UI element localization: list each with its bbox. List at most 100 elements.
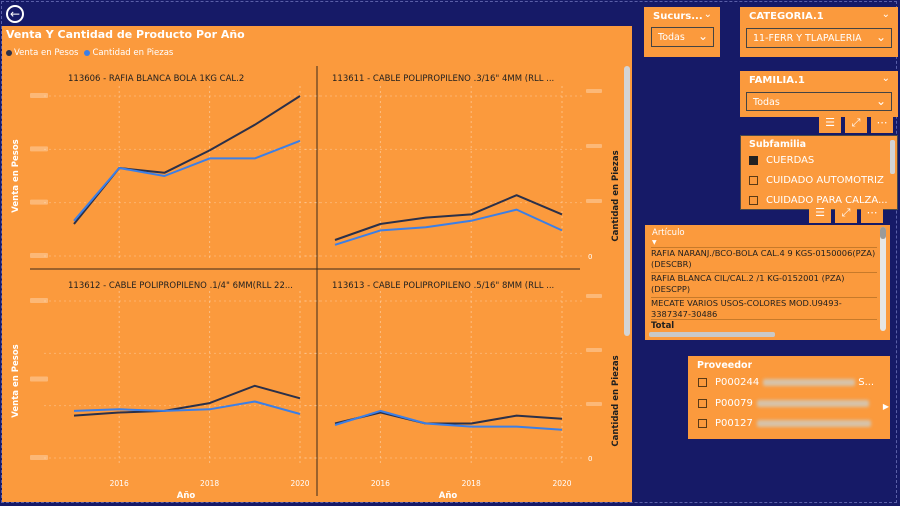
x-tick-label: 2016: [371, 479, 390, 488]
sucursal-slicer: Sucurs... ⌄ Todas ⌄: [644, 7, 720, 57]
more-options-icon[interactable]: ⋯: [861, 203, 883, 223]
legend-label-quantity: Cantidad en Piezas: [92, 48, 174, 58]
y-tick-label-blurred: [586, 199, 602, 203]
focus-mode-icon[interactable]: ⤢: [835, 203, 857, 223]
table-row[interactable]: RAFIA NARANJ./BCO-BOLA CAL.4 9 KGS-01500…: [651, 247, 877, 272]
small-multiples-line-chart[interactable]: Venta Y Cantidad de Producto Por Año Ven…: [2, 26, 632, 502]
chart-title: Venta Y Cantidad de Producto Por Año: [6, 28, 245, 41]
proveedor-item[interactable]: P000244 S...: [698, 377, 874, 388]
articulo-hscrollbar[interactable]: [649, 332, 775, 337]
subfamilia-item-label: CUIDADO AUTOMOTRIZ: [766, 175, 884, 186]
checkbox[interactable]: [749, 196, 758, 205]
chevron-down-icon: ⌄: [875, 30, 886, 44]
articulo-cell: RAFIA BLANCA CIL/CAL.2 /1 KG-0152001 (PZ…: [651, 273, 845, 294]
proveedor-item[interactable]: P00127: [698, 418, 871, 429]
x-tick-label: 2018: [200, 479, 219, 488]
familia-slicer: FAMILIA.1 ⌄ Todas ⌄: [740, 71, 898, 117]
familia-dropdown[interactable]: Todas ⌄: [746, 92, 892, 111]
x-tick-label: 2018: [462, 479, 481, 488]
proveedor-code: P00127: [715, 418, 753, 429]
series-line-venta: [73, 384, 301, 417]
x-tick-label: 2020: [290, 479, 309, 488]
chart-legend: Venta en Pesos Cantidad en Piezas: [6, 48, 173, 58]
proveedor-item[interactable]: P00079: [698, 398, 869, 409]
table-row[interactable]: MECATE VARIOS USOS-COLORES MOD.U9493-338…: [651, 297, 877, 320]
series-line-cantidad: [73, 400, 301, 415]
subfamilia-scrollbar[interactable]: [890, 140, 895, 174]
subfamilia-item-cuerdas[interactable]: CUERDAS: [749, 155, 814, 166]
filter-icon[interactable]: ☰: [809, 203, 831, 223]
articulo-vscrollbar-track[interactable]: [880, 227, 886, 331]
proveedor-slicer: Proveedor P000244 S... P00079 P00127 ▶: [688, 356, 890, 439]
panel-title: 113611 - CABLE POLIPROPILENO .3/16" 4MM …: [332, 74, 554, 84]
total-label: Total: [651, 321, 675, 331]
visual-header-toolbar: ☰ ⤢ ⋯: [819, 113, 893, 133]
table-row[interactable]: RAFIA BLANCA CIL/CAL.2 /1 KG-0152001 (PZ…: [651, 272, 877, 297]
checkbox[interactable]: [698, 419, 707, 428]
series-line-venta: [334, 411, 563, 425]
checkbox[interactable]: [698, 378, 707, 387]
subfamilia-item-label: CUERDAS: [766, 155, 815, 166]
chevron-down-icon[interactable]: ⌄: [881, 73, 890, 84]
articulo-header[interactable]: Artículo: [652, 228, 685, 238]
chevron-down-icon[interactable]: ⌄: [881, 9, 890, 20]
y-tick-label-blurred: [30, 146, 48, 152]
y-axis-label-right: Cantidad en Piezas: [611, 150, 621, 241]
series-line-cantidad: [334, 409, 563, 431]
familia-value: Todas: [753, 97, 780, 108]
subfamilia-item-cuidado-calzado[interactable]: CUIDADO PARA CALZA...: [749, 195, 888, 206]
legend-label-sales: Venta en Pesos: [14, 48, 79, 58]
checkbox[interactable]: [749, 176, 758, 185]
sort-down-icon[interactable]: ▼: [652, 239, 657, 246]
y-tick-label-right: 0: [588, 253, 592, 261]
y-tick-label-blurred: [586, 402, 602, 406]
categoria-slicer: CATEGORIA.1 ⌄ 11-FERR Y TLAPALERIA ⌄: [740, 7, 898, 57]
chevron-down-icon[interactable]: ⌄: [703, 9, 712, 20]
subfamilia-title: Subfamilia: [749, 139, 807, 150]
y-axis-label-left: Venta en Pesos: [11, 344, 21, 417]
y-tick-label-blurred: [30, 199, 48, 205]
sucursal-dropdown[interactable]: Todas ⌄: [651, 27, 714, 47]
chart-svg: 113606 - RAFIA BLANCA BOLA 1KG CAL.2 1136…: [11, 66, 621, 501]
back-button[interactable]: ←: [6, 5, 24, 23]
articulo-total-row: Total: [651, 319, 877, 331]
articulo-cell: RAFIA NARANJ./BCO-BOLA CAL.4 9 KGS-01500…: [651, 248, 876, 269]
y-tick-label-blurred: [30, 455, 48, 460]
subfamilia-slicer: Subfamilia CUERDAS CUIDADO AUTOMOTRIZ CU…: [740, 135, 898, 210]
legend-item-sales[interactable]: Venta en Pesos: [6, 48, 78, 58]
x-axis-label: Año: [177, 491, 196, 501]
articulo-table: Artículo ▼ RAFIA NARANJ./BCO-BOLA CAL.4 …: [645, 225, 890, 340]
proveedor-title: Proveedor: [697, 360, 753, 371]
proveedor-suffix: S...: [858, 377, 875, 388]
filter-icon[interactable]: ☰: [819, 113, 841, 133]
legend-dot-sales: [6, 50, 12, 56]
y-tick-label-blurred: [586, 294, 602, 298]
subfamilia-item-label: CUIDADO PARA CALZA...: [766, 195, 888, 206]
y-tick-label-blurred: [30, 376, 48, 382]
redacted-text: [756, 400, 869, 407]
arrow-left-icon: ←: [9, 7, 21, 21]
chevron-down-icon: ⌄: [875, 94, 886, 108]
more-options-icon[interactable]: ⋯: [871, 113, 893, 133]
checkbox-checked[interactable]: [749, 156, 758, 165]
chart-scrollbar[interactable]: [624, 66, 630, 336]
series-line-venta: [73, 95, 301, 225]
chevron-down-icon: ⌄: [697, 29, 708, 43]
series-line-cantidad: [334, 208, 563, 246]
legend-dot-quantity: [84, 50, 91, 56]
focus-mode-icon[interactable]: ⤢: [845, 113, 867, 133]
y-axis-label-right: Cantidad en Piezas: [611, 355, 621, 446]
scroll-right-icon[interactable]: ▶: [882, 402, 889, 411]
categoria-dropdown[interactable]: 11-FERR Y TLAPALERIA ⌄: [746, 28, 892, 48]
subfamilia-item-cuidado-automotriz[interactable]: CUIDADO AUTOMOTRIZ: [749, 175, 884, 186]
panel-title: 113612 - CABLE POLIPROPILENO .1/4" 6MM(R…: [68, 281, 293, 291]
panel-title: 113606 - RAFIA BLANCA BOLA 1KG CAL.2: [68, 74, 244, 84]
x-tick-label: 2016: [110, 479, 129, 488]
articulo-vscrollbar-thumb[interactable]: [880, 227, 886, 239]
proveedor-code: P000244: [715, 377, 760, 388]
categoria-value: 11-FERR Y TLAPALERIA: [753, 33, 862, 44]
checkbox[interactable]: [698, 399, 707, 408]
redacted-text: [756, 420, 871, 427]
legend-item-quantity[interactable]: Cantidad en Piezas: [84, 48, 173, 58]
redacted-text: [763, 379, 856, 386]
